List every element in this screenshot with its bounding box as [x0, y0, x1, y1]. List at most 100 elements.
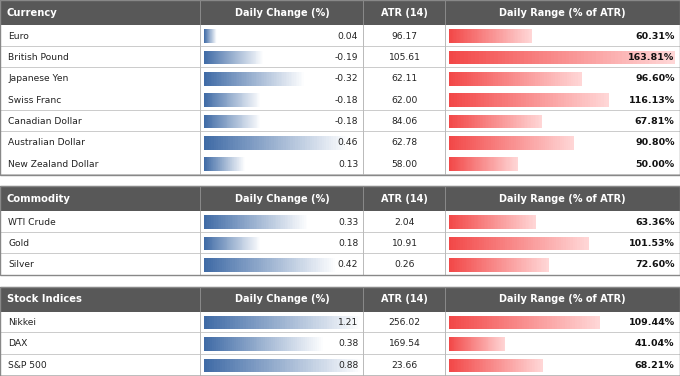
FancyBboxPatch shape — [486, 337, 487, 351]
FancyBboxPatch shape — [226, 258, 228, 271]
FancyBboxPatch shape — [231, 93, 232, 107]
FancyBboxPatch shape — [297, 337, 299, 351]
FancyBboxPatch shape — [514, 157, 515, 171]
FancyBboxPatch shape — [200, 132, 201, 153]
FancyBboxPatch shape — [461, 337, 462, 351]
FancyBboxPatch shape — [286, 215, 288, 229]
FancyBboxPatch shape — [238, 337, 239, 351]
FancyBboxPatch shape — [0, 131, 680, 132]
FancyBboxPatch shape — [274, 258, 276, 271]
FancyBboxPatch shape — [232, 51, 233, 64]
Text: -0.19: -0.19 — [335, 53, 358, 62]
FancyBboxPatch shape — [363, 0, 364, 26]
FancyBboxPatch shape — [526, 358, 527, 372]
FancyBboxPatch shape — [292, 358, 295, 372]
FancyBboxPatch shape — [259, 215, 260, 229]
FancyBboxPatch shape — [496, 316, 499, 329]
FancyBboxPatch shape — [486, 358, 488, 372]
FancyBboxPatch shape — [475, 157, 477, 171]
FancyBboxPatch shape — [452, 29, 453, 43]
FancyBboxPatch shape — [206, 115, 207, 128]
FancyBboxPatch shape — [225, 358, 227, 372]
FancyBboxPatch shape — [520, 72, 522, 86]
FancyBboxPatch shape — [486, 237, 488, 250]
FancyBboxPatch shape — [478, 215, 479, 229]
FancyBboxPatch shape — [468, 51, 471, 64]
Text: 62.78: 62.78 — [392, 138, 418, 147]
FancyBboxPatch shape — [533, 215, 534, 229]
FancyBboxPatch shape — [256, 258, 258, 271]
FancyBboxPatch shape — [532, 136, 534, 150]
FancyBboxPatch shape — [530, 29, 532, 43]
FancyBboxPatch shape — [564, 72, 566, 86]
FancyBboxPatch shape — [445, 186, 446, 211]
FancyBboxPatch shape — [600, 51, 603, 64]
FancyBboxPatch shape — [588, 51, 592, 64]
FancyBboxPatch shape — [578, 72, 580, 86]
FancyBboxPatch shape — [509, 316, 512, 329]
FancyBboxPatch shape — [245, 337, 248, 351]
FancyBboxPatch shape — [505, 237, 507, 250]
FancyBboxPatch shape — [472, 115, 474, 128]
FancyBboxPatch shape — [537, 316, 539, 329]
FancyBboxPatch shape — [527, 258, 529, 271]
FancyBboxPatch shape — [207, 215, 209, 229]
FancyBboxPatch shape — [342, 316, 345, 329]
FancyBboxPatch shape — [249, 72, 251, 86]
FancyBboxPatch shape — [200, 26, 201, 47]
FancyBboxPatch shape — [509, 258, 511, 271]
Text: S&P 500: S&P 500 — [8, 361, 47, 370]
FancyBboxPatch shape — [477, 358, 479, 372]
FancyBboxPatch shape — [311, 358, 313, 372]
FancyBboxPatch shape — [234, 51, 235, 64]
Text: 0.42: 0.42 — [338, 260, 358, 269]
FancyBboxPatch shape — [571, 237, 573, 250]
FancyBboxPatch shape — [288, 215, 290, 229]
FancyBboxPatch shape — [478, 29, 479, 43]
FancyBboxPatch shape — [314, 136, 317, 150]
FancyBboxPatch shape — [268, 215, 269, 229]
FancyBboxPatch shape — [505, 72, 507, 86]
FancyBboxPatch shape — [212, 237, 214, 250]
FancyBboxPatch shape — [206, 215, 207, 229]
FancyBboxPatch shape — [232, 115, 233, 128]
FancyBboxPatch shape — [316, 258, 318, 271]
FancyBboxPatch shape — [269, 316, 272, 329]
FancyBboxPatch shape — [231, 115, 232, 128]
FancyBboxPatch shape — [463, 337, 464, 351]
FancyBboxPatch shape — [226, 237, 227, 250]
FancyBboxPatch shape — [210, 337, 212, 351]
FancyBboxPatch shape — [250, 93, 251, 107]
FancyBboxPatch shape — [503, 115, 505, 128]
FancyBboxPatch shape — [206, 258, 208, 271]
FancyBboxPatch shape — [452, 157, 454, 171]
FancyBboxPatch shape — [514, 316, 517, 329]
FancyBboxPatch shape — [243, 237, 244, 250]
FancyBboxPatch shape — [481, 115, 483, 128]
FancyBboxPatch shape — [522, 237, 524, 250]
FancyBboxPatch shape — [507, 316, 509, 329]
FancyBboxPatch shape — [245, 93, 246, 107]
FancyBboxPatch shape — [345, 316, 347, 329]
FancyBboxPatch shape — [454, 337, 456, 351]
FancyBboxPatch shape — [487, 337, 488, 351]
FancyBboxPatch shape — [582, 237, 584, 250]
FancyBboxPatch shape — [231, 136, 233, 150]
FancyBboxPatch shape — [301, 316, 303, 329]
FancyBboxPatch shape — [282, 358, 285, 372]
FancyBboxPatch shape — [505, 358, 507, 372]
FancyBboxPatch shape — [229, 72, 231, 86]
FancyBboxPatch shape — [261, 258, 263, 271]
FancyBboxPatch shape — [500, 157, 502, 171]
FancyBboxPatch shape — [228, 93, 229, 107]
FancyBboxPatch shape — [522, 72, 524, 86]
FancyBboxPatch shape — [512, 258, 514, 271]
FancyBboxPatch shape — [539, 258, 541, 271]
FancyBboxPatch shape — [221, 237, 222, 250]
FancyBboxPatch shape — [494, 316, 496, 329]
FancyBboxPatch shape — [231, 215, 233, 229]
FancyBboxPatch shape — [494, 258, 496, 271]
FancyBboxPatch shape — [263, 337, 265, 351]
FancyBboxPatch shape — [282, 215, 283, 229]
Text: Gold: Gold — [8, 239, 29, 248]
